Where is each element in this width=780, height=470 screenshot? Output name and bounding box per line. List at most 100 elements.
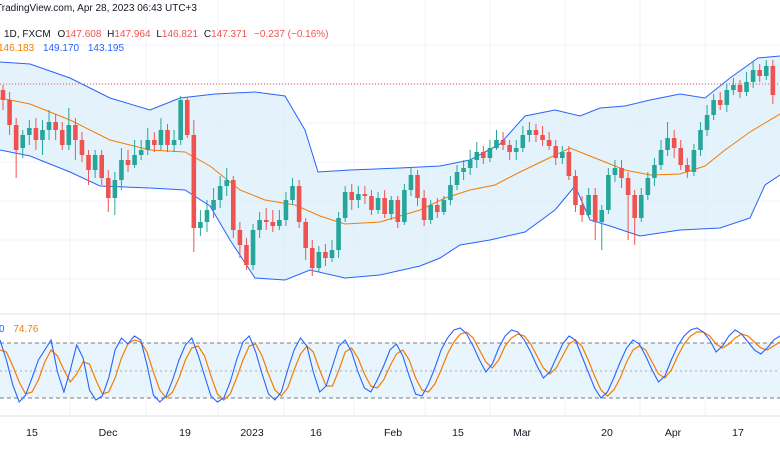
candle-body <box>606 175 611 210</box>
candle-body <box>244 245 249 265</box>
change-value: −0.237 (−0.16%) <box>254 29 329 40</box>
candle-body <box>237 230 243 245</box>
x-tick-label: 16 <box>310 427 322 439</box>
candle-body <box>316 252 322 268</box>
candle-body <box>283 200 289 220</box>
candle-body <box>86 155 91 170</box>
stochastic-values: 0 74.76 <box>0 324 39 335</box>
candle-body <box>494 140 499 148</box>
candle-body <box>369 196 374 210</box>
x-tick-label: 15 <box>26 427 38 439</box>
candle-body <box>270 222 276 226</box>
ohlc-line: 1D, FXCM O147.608 H147.964 L146.821 C147… <box>4 29 329 40</box>
candle-body <box>625 178 631 195</box>
candles-group <box>0 60 776 276</box>
low-label: L <box>156 29 162 40</box>
candle-body <box>250 230 256 265</box>
candle-body <box>467 160 473 168</box>
candle-body <box>717 100 723 105</box>
candle-body <box>336 218 341 250</box>
open-value: 147.608 <box>65 29 102 40</box>
bb-lower-value: 143.195 <box>88 43 125 54</box>
candle-body <box>507 145 512 152</box>
candle-body <box>13 125 19 150</box>
candle-body <box>770 66 776 95</box>
candle-body <box>632 195 637 218</box>
candle-body <box>342 192 348 218</box>
candle-body <box>165 130 170 145</box>
candle-body <box>46 122 52 130</box>
high-label: H <box>107 29 114 40</box>
candle-body <box>198 222 203 228</box>
x-axis-ticks: 15 Dec 19 2023 16 Feb 15 Mar 20 Apr 17 <box>26 427 744 439</box>
candle-body <box>66 125 72 145</box>
candle-body <box>678 148 684 165</box>
candle-body <box>744 82 749 92</box>
candle-body <box>658 150 664 165</box>
candle-body <box>184 100 190 135</box>
bb-upper-value: 149.170 <box>43 43 80 54</box>
candle-body <box>540 135 545 140</box>
candle-body <box>362 194 368 196</box>
candle-body <box>79 140 85 155</box>
candle-body <box>27 128 32 135</box>
candle-body <box>566 152 572 176</box>
candle-body <box>178 100 183 140</box>
candle-body <box>277 220 282 226</box>
stochastic-pane <box>0 327 780 404</box>
candle-body <box>592 195 598 222</box>
x-tick-label: 19 <box>179 427 191 439</box>
candle-body <box>382 198 387 214</box>
candle-body <box>73 125 78 140</box>
source-line: TradingView.com, Apr 28, 2023 06:43 UTC+… <box>0 3 197 14</box>
x-tick-label: Mar <box>513 427 532 439</box>
candle-body <box>204 210 210 222</box>
candle-body <box>125 160 131 165</box>
x-tick-label: 2023 <box>240 427 264 439</box>
candle-body <box>513 148 519 152</box>
candle-body <box>645 178 651 195</box>
close-label: C <box>204 29 211 40</box>
candle-body <box>20 135 26 148</box>
candle-body <box>92 155 98 170</box>
candle-body <box>757 70 762 76</box>
timeframe-label: 1D, FXCM <box>4 29 51 40</box>
x-tick-label: 17 <box>732 427 744 439</box>
candle-body <box>763 66 769 76</box>
candle-body <box>105 178 111 198</box>
candle-body <box>0 90 6 100</box>
candle-body <box>533 130 539 135</box>
candle-body <box>421 198 427 220</box>
candle-body <box>119 160 124 180</box>
candle-body <box>527 130 532 135</box>
x-tick-label: Feb <box>384 427 402 439</box>
candle-body <box>612 168 618 175</box>
candle-body <box>434 205 440 212</box>
candle-body <box>59 130 65 145</box>
candle-body <box>579 205 585 215</box>
candle-body <box>415 175 420 198</box>
candle-body <box>665 138 670 150</box>
candle-body <box>685 165 690 172</box>
candle-body <box>191 135 197 228</box>
bb-basis-value: 146.183 <box>0 43 35 54</box>
bollinger-upper-line <box>0 55 780 173</box>
candle-body <box>586 195 591 215</box>
candle-body <box>573 176 578 205</box>
candle-body <box>724 90 730 105</box>
candle-body <box>257 220 262 230</box>
candle-body <box>731 85 736 90</box>
candle-body <box>671 138 677 148</box>
candle-body <box>303 222 308 248</box>
stoch-d-value: 74.76 <box>13 324 38 335</box>
legend: TradingView.com, Apr 28, 2023 06:43 UTC+… <box>0 0 329 335</box>
candle-body <box>296 186 302 222</box>
candle-body <box>152 140 157 145</box>
stoch-k-value: 0 <box>0 324 5 335</box>
candle-body <box>356 194 361 200</box>
candle-body <box>33 128 39 140</box>
x-tick-label: 15 <box>452 427 464 439</box>
candle-body <box>388 200 394 214</box>
candle-body <box>402 190 407 222</box>
